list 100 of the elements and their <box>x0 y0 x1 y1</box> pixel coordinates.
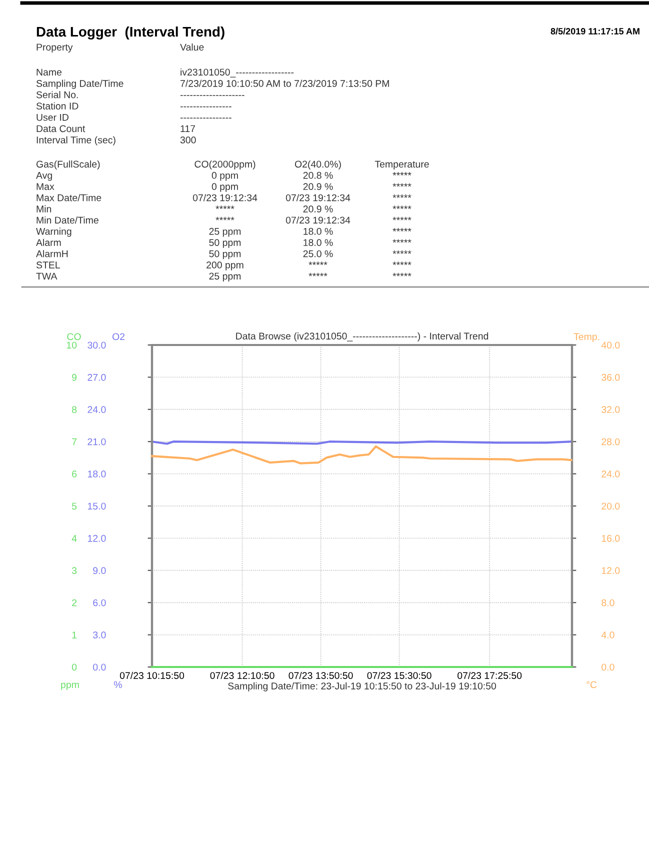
y2-tick-label: 32.0 <box>602 406 620 414</box>
x-axis-title: Sampling Date/Time: 23-Jul-19 10:15:50 to 23-Jul-19 19:10:50 <box>228 682 496 692</box>
text: 117 <box>180 125 196 132</box>
y3-tick-label: 9 <box>72 374 77 381</box>
y2-tick-label: 4.0 <box>601 632 614 638</box>
text: O2(40.0%) <box>294 160 341 170</box>
text: 18.0 % <box>304 228 333 235</box>
y2-tick-label: 16.0 <box>602 534 620 542</box>
text: 07/23 19:12:34 <box>286 216 350 224</box>
y3-tick-label: 3 <box>72 567 77 574</box>
y-tick-label: 27.0 <box>88 374 106 381</box>
y2-tick-label: 20.0 <box>602 502 620 510</box>
text: Sampling Date/Time <box>36 80 124 89</box>
text: Warning <box>36 228 72 237</box>
y3-tick-label: 1 <box>72 632 77 638</box>
y-tick-label: 21.0 <box>88 438 106 446</box>
y2-tick-label: 28.0 <box>602 438 620 446</box>
text: Interval Time (sec) <box>36 136 116 146</box>
y3-tick-label: 8 <box>72 406 77 414</box>
text: ***** <box>392 216 412 220</box>
text: Temperature <box>374 160 429 170</box>
text: 300 <box>180 136 196 144</box>
text: -------------------- <box>180 95 244 96</box>
text: 07/23 19:12:34 <box>192 194 258 202</box>
text: Avg <box>36 172 52 181</box>
text: Gas(FullScale) <box>36 160 100 170</box>
text: Min Date/Time <box>36 216 98 224</box>
y-tick-label: 6.0 <box>93 599 106 606</box>
y3-tick-label: 6 <box>72 470 77 478</box>
text: STEL <box>36 262 60 268</box>
text: 25.0 % <box>303 250 333 258</box>
text: ***** <box>392 228 412 232</box>
text: 0 ppm <box>212 172 238 181</box>
y3-axis-title: CO <box>67 333 81 340</box>
text: ***** <box>392 183 412 187</box>
text: ***** <box>392 206 412 210</box>
y3-tick-label: 0 <box>72 664 77 671</box>
y-tick-label: 9.0 <box>93 567 106 574</box>
x-tick-label: 07/23 15:30:50 <box>367 672 432 679</box>
text: User ID <box>36 114 68 121</box>
text: 18.0 % <box>304 239 333 246</box>
text: 8/5/2019 11:17:15 AM <box>550 28 640 35</box>
text: ***** <box>216 216 234 220</box>
text: 25 ppm <box>209 228 241 237</box>
text: 20.9 % <box>303 206 333 212</box>
y2-tick-label: 24.0 <box>602 470 620 478</box>
text: Max Date/Time <box>36 194 102 202</box>
text: Name <box>36 68 62 76</box>
text: CO(2000ppm) <box>194 160 256 170</box>
y-tick-label: 3.0 <box>93 632 106 638</box>
text: 25 ppm <box>209 272 241 282</box>
y-tick-label: 15.0 <box>88 502 106 510</box>
y3-tick-label: 7 <box>72 438 77 446</box>
y2-tick-label: 36.0 <box>602 374 620 381</box>
x-tick-label: 07/23 13:50:50 <box>288 672 353 679</box>
y-tick-label: 18.0 <box>88 470 106 478</box>
text: Value <box>180 43 204 51</box>
text: ***** <box>308 262 328 266</box>
x-tick-label: 07/23 10:15:50 <box>120 672 184 679</box>
text: Alarm <box>36 238 61 246</box>
text: Serial No. <box>36 91 78 98</box>
chart-subtitle: Data Browse (iv23101050_--------------------) - Interval Trend <box>236 332 488 342</box>
text: % <box>114 681 122 688</box>
text: ***** <box>392 272 412 276</box>
text: ---------------- <box>180 106 232 108</box>
chart-title: Data Logger (Interval Trend) <box>36 26 224 40</box>
text: 7/23/2019 10:10:50 AM to 7/23/2019 7:13:50 PM <box>180 80 389 87</box>
y-tick-label: 0.0 <box>93 664 106 671</box>
text: 20.8 % <box>303 172 333 179</box>
text: Max <box>36 183 54 190</box>
text: ***** <box>308 272 328 276</box>
y2-axis-title: Temp. <box>574 333 600 342</box>
text: Property <box>36 44 73 53</box>
text: ***** <box>392 239 412 243</box>
x-tick-label: 07/23 17:25:50 <box>458 672 522 679</box>
text: 20.9 % <box>303 183 333 190</box>
y3-tick-label: 4 <box>72 535 77 542</box>
text: ***** <box>392 262 412 266</box>
text: 0 ppm <box>212 183 238 192</box>
line-series <box>150 445 572 464</box>
y3-tick-label: 5 <box>72 502 77 510</box>
text: °C <box>586 681 597 688</box>
text: 50 ppm <box>209 239 241 248</box>
x-tick-label: 07/23 12:10:50 <box>210 672 274 679</box>
y2-tick-label: 40.0 <box>601 342 620 349</box>
text: ***** <box>392 250 412 254</box>
y-tick-label: 30.0 <box>88 342 106 349</box>
text: iv23101050_------------------ <box>180 68 294 78</box>
y-axis-title: O2 <box>112 333 125 340</box>
y2-tick-label: 8.0 <box>602 599 614 606</box>
y3-tick-label: 10 <box>66 342 77 349</box>
text: TWA <box>36 272 58 280</box>
y2-tick-label: 12.0 <box>602 567 620 574</box>
text: AlarmH <box>36 250 68 258</box>
y-tick-label: 12.0 <box>88 534 106 542</box>
text: 200 ppm <box>206 262 244 270</box>
text: ***** <box>392 172 412 176</box>
text: Station ID <box>36 102 78 110</box>
y2-tick-label: 0.0 <box>602 664 614 671</box>
y-tick-label: 24.0 <box>88 406 106 414</box>
